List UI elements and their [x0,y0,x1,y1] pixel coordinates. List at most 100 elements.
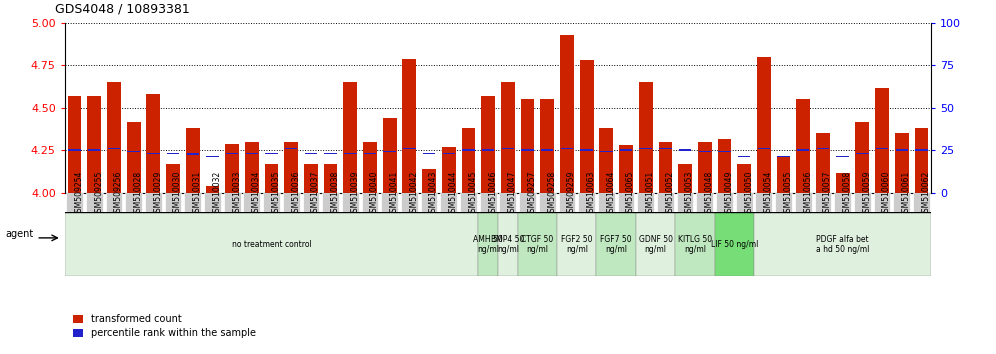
Text: GSM509255: GSM509255 [95,170,104,217]
Bar [226,153,238,154]
Bar [521,149,534,150]
Bar [243,193,260,212]
Bar [579,193,595,212]
Text: no treatment control: no treatment control [232,240,312,249]
Bar [893,193,910,212]
Bar [698,142,712,193]
Text: GSM510042: GSM510042 [409,170,418,217]
Bar [145,193,161,212]
Text: GSM509259: GSM509259 [567,170,576,217]
Bar [736,193,753,212]
Legend: transformed count, percentile rank within the sample: transformed count, percentile rank withi… [70,310,260,342]
Bar [462,149,475,150]
Bar [68,96,82,193]
Bar [403,148,415,149]
Bar [915,149,927,150]
Bar [167,153,179,154]
Bar [344,82,358,193]
Text: GSM510033: GSM510033 [232,170,241,217]
Text: GSM510053: GSM510053 [685,170,694,217]
Bar [106,193,123,212]
Bar [675,212,715,276]
Bar [795,193,812,212]
Bar [777,155,791,193]
Bar [305,153,317,154]
Bar [147,153,159,154]
Bar [88,149,101,150]
Text: GDS4048 / 10893381: GDS4048 / 10893381 [55,3,189,16]
Bar [718,151,731,152]
Bar [914,129,928,193]
Bar [166,164,180,193]
Bar [284,142,298,193]
Bar [716,193,733,212]
Bar [478,212,498,276]
Bar [108,82,121,193]
Bar [501,82,515,193]
Text: GSM510028: GSM510028 [133,171,142,217]
Bar [836,172,850,193]
Bar [635,212,675,276]
Bar [659,148,671,149]
Bar [797,99,810,193]
Text: CTGF 50
ng/ml: CTGF 50 ng/ml [521,235,554,254]
Bar [499,193,516,212]
Bar [754,212,931,276]
Bar [245,142,259,193]
Text: GSM510031: GSM510031 [193,170,202,217]
Bar [205,186,219,193]
Text: GSM510037: GSM510037 [311,170,320,217]
Bar [539,193,556,212]
Text: FGF2 50
ng/ml: FGF2 50 ng/ml [561,235,593,254]
Bar [498,212,518,276]
Bar [86,193,103,212]
Bar [482,149,494,150]
Bar [382,118,396,193]
Bar [873,193,890,212]
Bar [738,156,750,158]
Bar [618,193,634,212]
Bar [639,148,652,149]
Bar [715,212,754,276]
Bar [580,61,594,193]
Bar [265,153,278,154]
Bar [658,142,672,193]
Bar [381,193,398,212]
Text: BMP4 50
ng/ml: BMP4 50 ng/ml [491,235,525,254]
Bar [757,57,771,193]
Bar [601,151,613,152]
Bar [263,193,280,212]
Bar [362,193,378,212]
Text: GSM510059: GSM510059 [863,170,872,217]
Bar [184,193,201,212]
Bar [502,148,514,149]
Bar [678,164,692,193]
Text: GSM510030: GSM510030 [173,170,182,217]
Bar [797,149,810,150]
Text: GSM510047: GSM510047 [508,170,517,217]
Bar [383,151,395,152]
Bar [637,193,654,212]
Bar [657,193,673,212]
Bar [559,193,576,212]
Bar [285,148,298,149]
Bar [519,193,536,212]
Bar [541,149,554,150]
Bar [894,133,908,193]
Text: GSM510029: GSM510029 [153,170,162,217]
Text: GSM510057: GSM510057 [823,170,832,217]
Bar [756,193,772,212]
Bar [146,95,160,193]
Bar [481,96,495,193]
Text: GSM509257: GSM509257 [528,170,537,217]
Bar [638,82,652,193]
Bar [440,193,457,212]
Text: GSM510043: GSM510043 [429,170,438,217]
Bar [265,164,279,193]
Bar [344,153,357,154]
Bar [422,169,436,193]
Bar [521,99,535,193]
Text: LIF 50 ng/ml: LIF 50 ng/ml [710,240,758,249]
Bar [560,35,574,193]
Bar [442,147,455,193]
